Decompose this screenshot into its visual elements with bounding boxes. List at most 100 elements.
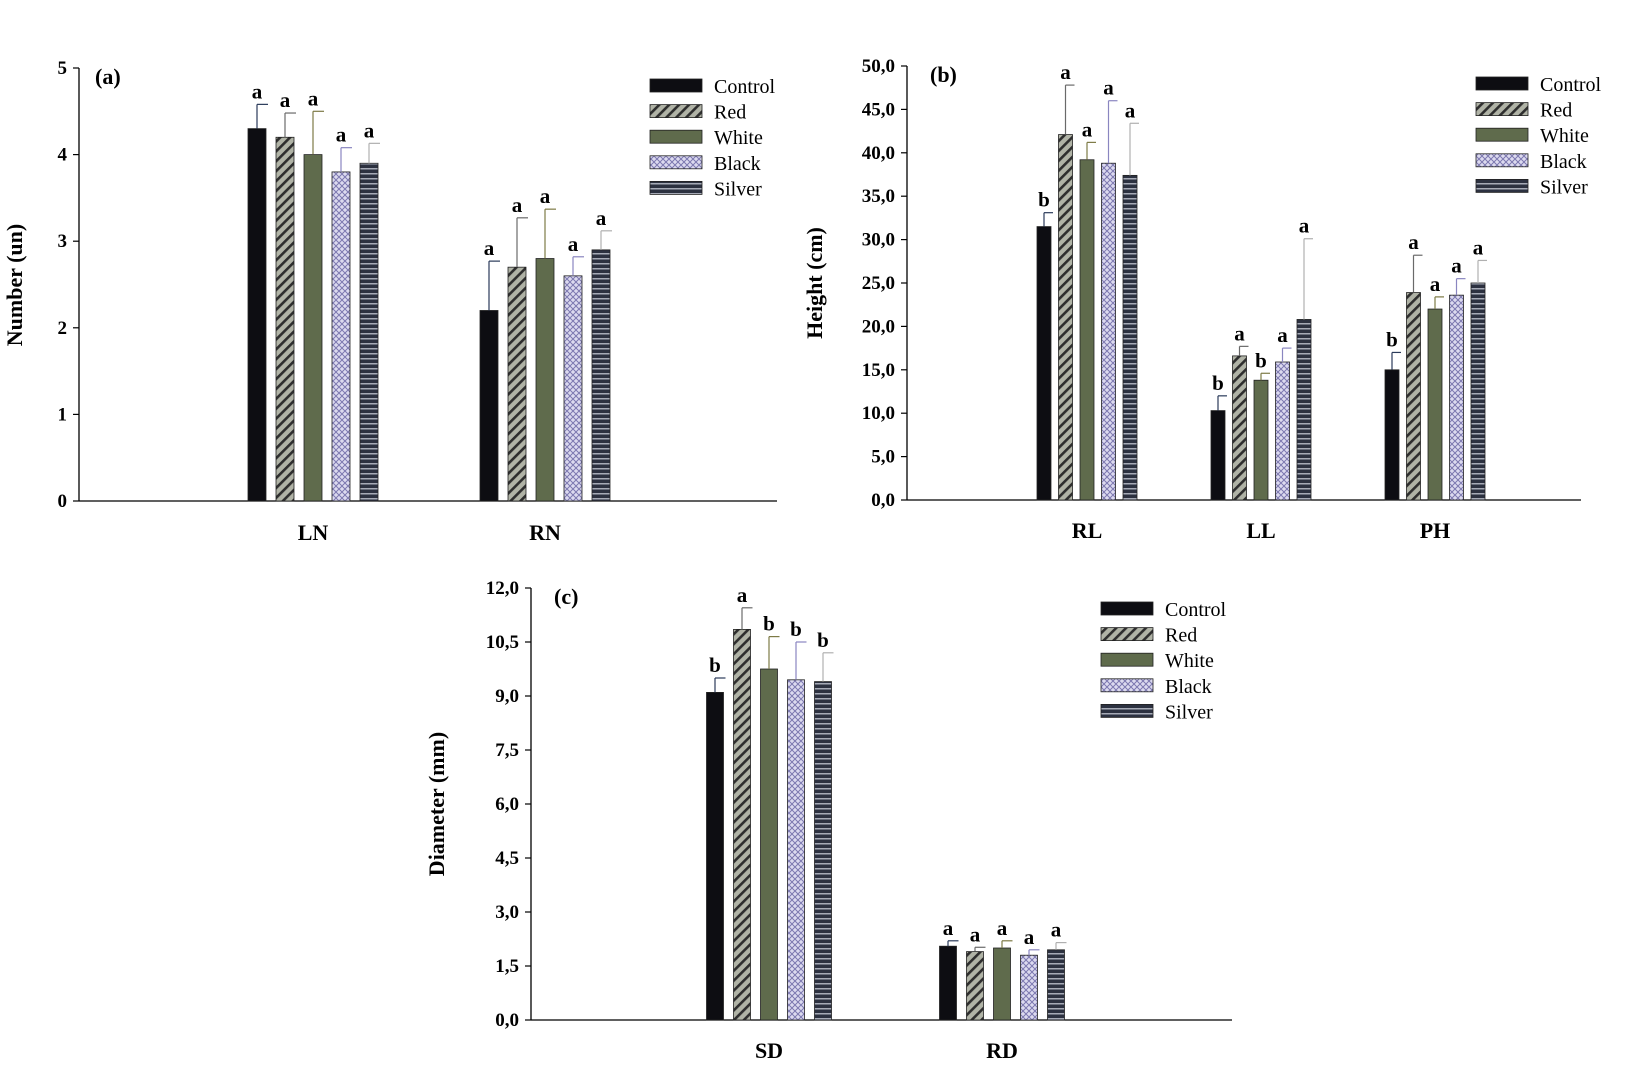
significance-letter: b (790, 617, 802, 641)
bar-control (247, 128, 267, 502)
significance-letter: b (1255, 348, 1267, 372)
significance-letter: a (364, 118, 375, 142)
bar-red (966, 951, 984, 1021)
legend-entry-red: Red (1165, 625, 1197, 647)
significance-letter: b (709, 653, 721, 677)
x-category-label: RL (1072, 518, 1103, 543)
y-axis-label: Diameter (mm) (424, 732, 449, 876)
panel-label: (a) (95, 64, 121, 89)
significance-letter: a (737, 583, 748, 607)
legend-entry-white: White (1540, 125, 1589, 147)
significance-letter: a (1060, 60, 1071, 84)
bar-black (1275, 361, 1290, 501)
legend-swatch-control (1100, 601, 1154, 616)
chart-panel-3: 0,0 1,5 3,0 4,5 6,0 7,5 9,0 10,5 12,0 Diameter (m… (424, 578, 1232, 1063)
legend-swatch-black (1100, 678, 1154, 693)
y-tick-label: 1,5 (495, 956, 519, 977)
chart-panel-2: 0,0 5,0 10,0 15,0 20,0 25,0 30,0 35,0 40,0 45,0 50… (802, 56, 1602, 543)
y-tick-label: 0,0 (495, 1010, 519, 1031)
y-tick-label: 15,0 (862, 360, 895, 381)
legend-entry-control: Control (1540, 74, 1602, 96)
x-category-label: RN (529, 520, 561, 545)
x-category-label: PH (1420, 518, 1451, 543)
y-tick-label: 3 (58, 231, 68, 252)
significance-letter: b (817, 628, 829, 652)
bar-control (1210, 410, 1226, 501)
significance-letter: b (763, 612, 775, 636)
legend: Control Red White Black Silver (1475, 74, 1602, 198)
bar-control (1036, 226, 1052, 501)
bar-silver (1122, 174, 1138, 501)
legend-entry-black: Black (714, 153, 761, 175)
bar-white (535, 258, 555, 502)
significance-letter: a (1234, 321, 1245, 345)
bar-black (1449, 294, 1464, 501)
bar-white (1427, 308, 1443, 501)
bar-red (507, 266, 527, 502)
legend-entry-silver: Silver (1165, 701, 1213, 723)
significance-letter: a (1082, 117, 1093, 141)
bar-red (733, 629, 751, 1021)
bar-black (1020, 954, 1038, 1021)
legend-swatch-control (1475, 76, 1529, 91)
y-tick-label: 9,0 (495, 686, 519, 707)
legend-swatch-red (1100, 627, 1154, 641)
significance-letter: a (1024, 925, 1035, 949)
legend-entry-white: White (714, 127, 763, 149)
y-tick-label: 40,0 (862, 143, 895, 164)
bar-control (479, 310, 499, 502)
significance-letter: a (280, 88, 291, 112)
bar-red (1232, 355, 1247, 501)
legend-swatch-white (1475, 127, 1529, 142)
bar-white (993, 947, 1011, 1021)
y-tick-label: 4,5 (495, 848, 519, 869)
y-tick-label: 12,0 (486, 578, 519, 599)
y-tick-label: 2 (58, 318, 68, 339)
significance-letter: a (1125, 98, 1136, 122)
significance-letter: a (1277, 323, 1288, 347)
panel-label: (c) (554, 584, 578, 609)
legend-swatch-white (649, 129, 703, 144)
bar-black (787, 679, 805, 1021)
significance-letter: a (1473, 235, 1484, 259)
bar-white (760, 668, 778, 1021)
legend-entry-red: Red (714, 102, 746, 124)
y-tick-label: 5 (58, 58, 68, 79)
legend-swatch-black (649, 155, 703, 170)
bar-silver (814, 681, 832, 1021)
significance-letter: b (1212, 371, 1224, 395)
bar-black (1101, 162, 1116, 501)
significance-letter: a (997, 916, 1008, 940)
x-category-label: LN (298, 520, 329, 545)
significance-letter: b (1038, 188, 1050, 212)
bar-white (303, 154, 323, 502)
significance-letter: a (943, 916, 954, 940)
bar-control (1384, 369, 1400, 501)
y-tick-label: 0,0 (871, 490, 895, 511)
y-tick-label: 6,0 (495, 794, 519, 815)
y-tick-label: 25,0 (862, 273, 895, 294)
y-tick-label: 50,0 (862, 56, 895, 77)
legend-entry-black: Black (1165, 676, 1212, 698)
bar-red (1406, 292, 1421, 501)
legend-swatch-red (649, 104, 703, 118)
y-axis-label: Height (cm) (802, 227, 827, 339)
significance-letter: a (568, 232, 579, 256)
significance-letter: a (308, 86, 319, 110)
y-tick-label: 7,5 (495, 740, 519, 761)
bar-silver (1296, 319, 1312, 501)
significance-letter: a (970, 922, 981, 946)
x-category-label: LL (1246, 518, 1275, 543)
legend-swatch-silver (1100, 704, 1154, 718)
legend-swatch-silver (1475, 178, 1529, 193)
y-tick-label: 35,0 (862, 186, 895, 207)
significance-letter: a (1430, 272, 1441, 296)
significance-letter: a (1408, 230, 1419, 254)
bar-silver (591, 249, 611, 502)
y-tick-label: 4 (58, 145, 68, 166)
legend-swatch-control (649, 78, 703, 93)
significance-letter: a (540, 184, 551, 208)
legend: Control Red White Black Silver (1100, 599, 1227, 723)
